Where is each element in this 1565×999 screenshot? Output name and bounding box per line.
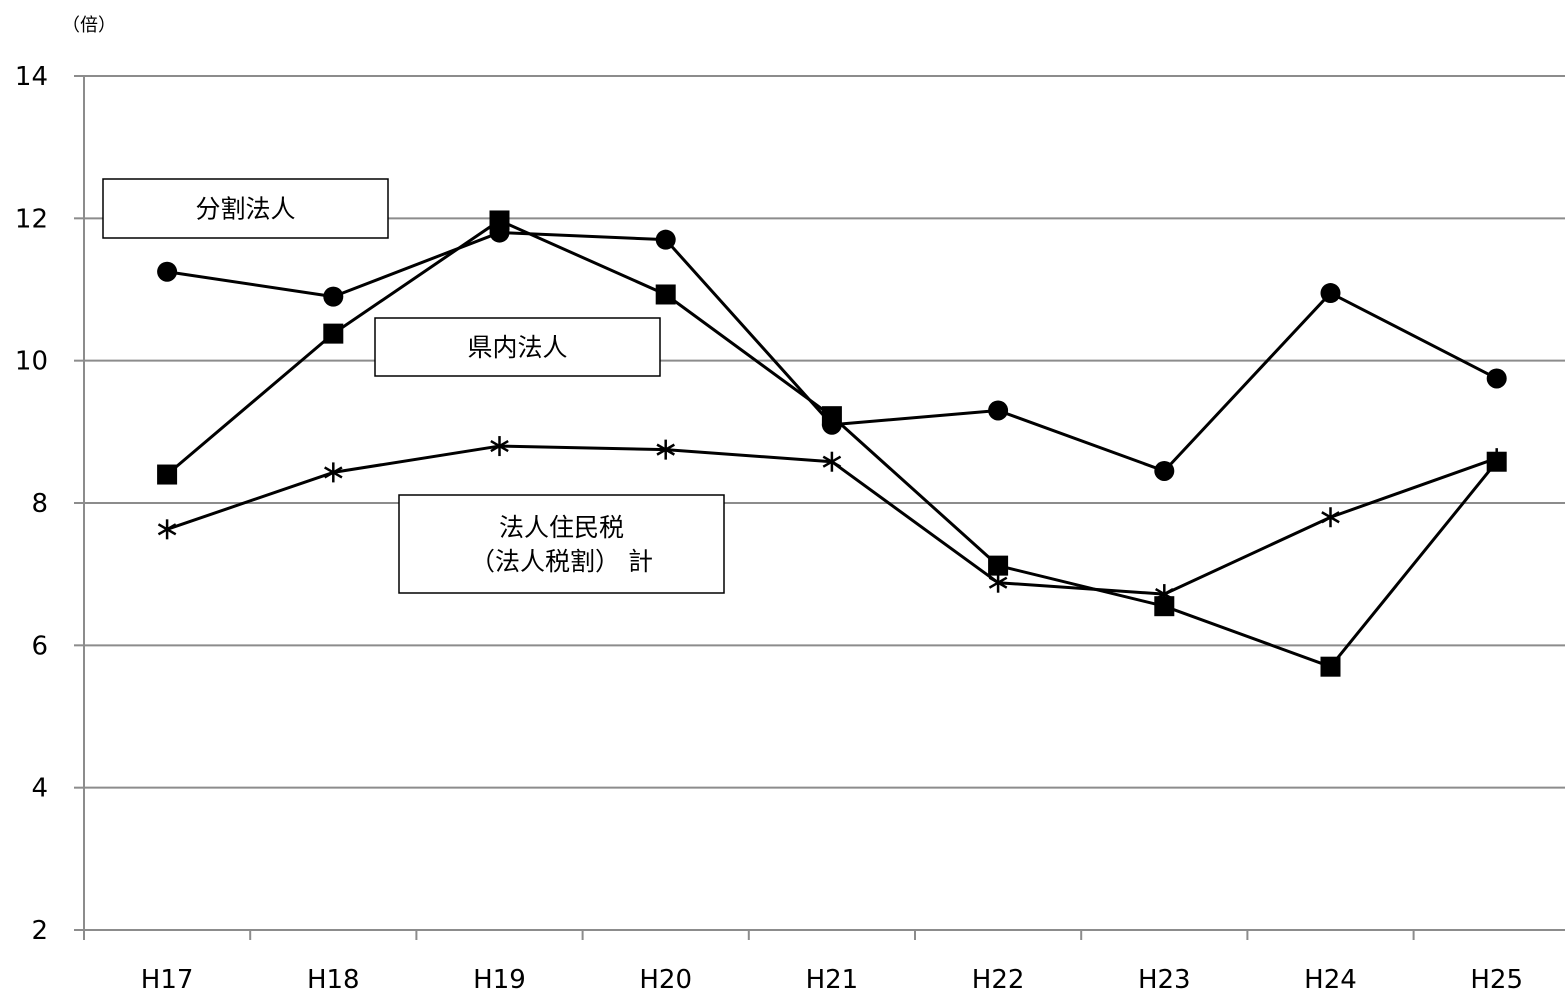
data-point-asterisk xyxy=(822,451,842,472)
data-point-square xyxy=(157,464,178,485)
data-point-circle xyxy=(157,261,178,282)
series-label-text: 法人住民税 xyxy=(499,513,624,542)
axes: 2 4 6 8 10 12 14 H17 H18 H19 H20 H21 H22 H23 H24 H25 xyxy=(15,62,1565,995)
series-circle xyxy=(157,222,1507,481)
data-point-square xyxy=(655,284,676,305)
data-point-circle xyxy=(1486,368,1507,389)
y-tick-label: 12 xyxy=(15,204,48,234)
label-box-frame xyxy=(374,317,661,377)
data-point-asterisk xyxy=(1487,448,1506,469)
y-tick-label: 6 xyxy=(31,631,48,661)
data-point-circle xyxy=(1320,283,1341,304)
data-point-asterisk xyxy=(1321,507,1340,528)
x-tick-label: H24 xyxy=(1304,965,1357,995)
data-point-asterisk xyxy=(157,519,177,540)
data-point-square xyxy=(323,323,344,344)
y-axis-unit-label: （倍） xyxy=(62,15,116,36)
x-tick-label: H22 xyxy=(972,965,1025,995)
x-tick-label: H21 xyxy=(806,965,859,995)
y-tick-label: 10 xyxy=(15,347,48,377)
series-group xyxy=(157,210,1507,677)
series-label-text: （法人税割） 計 xyxy=(470,547,653,576)
series-line xyxy=(166,218,1498,669)
series-label-box: 県内法人 xyxy=(374,317,661,377)
y-tick-label: 8 xyxy=(31,489,48,519)
data-point-asterisk xyxy=(490,436,509,457)
label-box-frame xyxy=(102,178,389,239)
data-point-circle xyxy=(1154,460,1175,481)
y-tick-label: 14 xyxy=(15,62,48,92)
data-point-square xyxy=(1320,656,1341,677)
series-label-box: 分割法人 xyxy=(102,178,389,239)
series-line xyxy=(166,231,1498,473)
y-tick-label: 2 xyxy=(31,916,48,946)
series-asterisk xyxy=(157,436,1506,605)
data-point-square xyxy=(821,406,842,427)
x-tick-label: H17 xyxy=(141,965,194,995)
series-label-text: 分割法人 xyxy=(195,195,295,224)
x-tick-label: H23 xyxy=(1138,965,1191,995)
data-point-asterisk xyxy=(656,439,675,460)
series-label-text: 県内法人 xyxy=(467,333,567,362)
y-tick-label: 4 xyxy=(31,774,48,804)
data-point-asterisk xyxy=(324,462,343,483)
series-label-box: 法人住民税 （法人税割） 計 xyxy=(398,494,725,594)
data-point-asterisk xyxy=(988,572,1008,593)
x-tick-label: H20 xyxy=(639,965,692,995)
data-point-circle xyxy=(655,229,676,250)
series-square xyxy=(157,210,1507,677)
label-box-frame xyxy=(398,494,725,594)
data-point-square xyxy=(489,210,510,231)
data-point-square xyxy=(988,555,1009,576)
x-tick-label: H19 xyxy=(473,965,526,995)
data-point-square xyxy=(1154,596,1175,617)
data-point-asterisk xyxy=(1155,584,1174,605)
x-tick-label: H18 xyxy=(307,965,360,995)
data-point-circle xyxy=(323,286,344,307)
x-tick-label: H25 xyxy=(1470,965,1523,995)
data-point-circle xyxy=(988,400,1009,421)
